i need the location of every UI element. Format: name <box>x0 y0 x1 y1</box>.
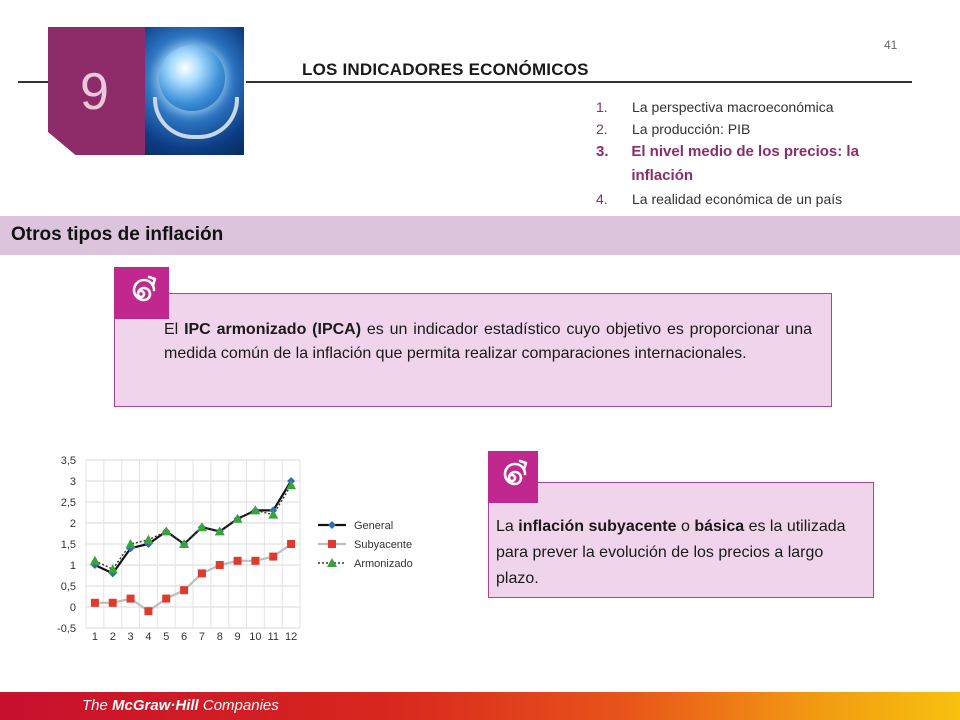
data-point-subyacente <box>108 598 117 607</box>
data-point-armonizado <box>268 509 279 519</box>
term-basica: básica <box>694 518 745 535</box>
x-tick-label: 2 <box>110 631 116 643</box>
x-tick-label: 3 <box>128 631 134 643</box>
data-point-subyacente <box>215 561 224 569</box>
toc-item[interactable]: 4. La realidad económica de un país <box>596 188 916 210</box>
x-tick-label: 9 <box>235 631 241 643</box>
toc-item-label: El nivel medio de los precios: la inflac… <box>631 143 859 184</box>
definition-tag <box>114 267 169 319</box>
y-tick-label: 1 <box>70 560 76 572</box>
toc-item-label: La realidad económica de un país <box>632 191 843 207</box>
chapter-title: LOS INDICADORES ECONÓMICOS <box>302 60 589 79</box>
toc-item-number: 1. <box>596 99 608 115</box>
definition-box-subyacente <box>488 482 874 598</box>
header-rule <box>246 81 912 83</box>
x-tick-label: 5 <box>163 631 169 643</box>
data-point-subyacente <box>269 552 278 561</box>
y-tick-label: 1,5 <box>61 539 76 551</box>
chapter-photo <box>145 27 244 155</box>
legend-label: Subyacente <box>354 539 412 551</box>
data-point-subyacente <box>233 556 242 565</box>
x-tick-label: 4 <box>145 631 151 643</box>
data-point-subyacente <box>287 540 296 548</box>
term-ipca: IPC armonizado (IPCA) <box>184 321 362 338</box>
data-point-armonizado <box>89 555 100 565</box>
stethoscope-image <box>153 97 239 139</box>
x-tick-label: 10 <box>249 631 261 643</box>
definition-box-ipca <box>114 293 832 407</box>
y-tick-label: 3,5 <box>61 455 76 467</box>
data-point-armonizado <box>161 526 172 536</box>
data-point-subyacente <box>197 569 206 578</box>
inflation-chart-svg: 3,532,521,510,50-0,51 2 3 4 5 6 7 8 9 10 11 12Gener… <box>57 455 413 643</box>
definition-tag <box>488 451 538 503</box>
footer-bar <box>0 692 960 720</box>
data-point-armonizado <box>179 539 190 548</box>
section-title: Otros tipos de inflación <box>11 224 224 245</box>
data-point-subyacente <box>162 594 171 603</box>
y-tick-label: 2 <box>70 518 76 530</box>
toc-item[interactable]: 2. La producción: PIB <box>596 118 916 140</box>
page-number: 41 <box>884 38 898 52</box>
x-tick-label: 6 <box>181 631 187 643</box>
section-band <box>0 216 960 255</box>
toc-item-active[interactable]: 3. El nivel medio de los precios: la infl… <box>596 140 916 188</box>
x-tick-label: 1 <box>92 631 98 643</box>
definition-text-subyacente: La inflación subyacente o básica es la u… <box>496 518 846 587</box>
toc-item-number: 3. <box>596 143 609 160</box>
data-point-armonizado <box>327 558 337 567</box>
data-point-armonizado <box>232 513 243 523</box>
x-tick-label: 8 <box>217 631 223 643</box>
data-point-armonizado <box>107 564 118 574</box>
y-tick-label: 3 <box>70 476 76 488</box>
data-point-armonizado <box>143 534 154 544</box>
data-point-subyacente <box>90 598 99 607</box>
data-point-armonizado <box>214 526 225 536</box>
y-tick-label: 2,5 <box>61 497 76 509</box>
table-of-contents: 1. La perspectiva macroeconómica 2. La pro… <box>596 96 916 210</box>
data-point-subyacente <box>144 607 153 616</box>
data-point-subyacente <box>180 586 189 595</box>
chapter-badge <box>48 27 146 155</box>
swirl-icon <box>132 275 157 302</box>
toc-item-label: La producción: PIB <box>632 121 751 137</box>
data-point-subyacente <box>251 556 260 565</box>
publisher-logo: The McGraw·Hill Companies <box>82 697 279 714</box>
data-point-armonizado <box>286 480 297 490</box>
toc-item-label: La perspectiva macroeconómica <box>632 99 834 115</box>
toc-item[interactable]: 1. La perspectiva macroeconómica <box>596 96 916 118</box>
definition-text-ipca: El IPC armonizado (IPCA) es un indicador… <box>164 321 813 362</box>
toc-item-number: 4. <box>596 191 608 207</box>
y-tick-label: 0 <box>70 602 76 614</box>
y-tick-label: -0,5 <box>57 623 76 635</box>
x-tick-label: 7 <box>199 631 205 643</box>
legend-label: Armonizado <box>354 558 413 570</box>
x-tick-label: 12 <box>285 631 297 643</box>
toc-item-number: 2. <box>596 121 608 137</box>
chapter-number: 9 <box>80 63 109 121</box>
x-tick-label: 11 <box>268 631 279 643</box>
header-rule <box>18 81 48 83</box>
inflation-chart: 3,5 3 2,5 2 1,5 1 0,5 0 -0,5 1 2 3 4 5 6 7 8 9 10 11 12 Gener… <box>30 448 430 644</box>
data-point-subyacente <box>328 540 336 548</box>
legend-label: General <box>354 520 393 532</box>
y-tick-label: 0,5 <box>61 581 76 593</box>
swirl-icon <box>503 459 528 486</box>
data-point-subyacente <box>126 594 135 603</box>
term-subyacente: inflación subyacente <box>518 518 677 535</box>
data-point-armonizado <box>196 522 207 532</box>
data-point-armonizado <box>250 505 261 515</box>
data-point-general <box>328 521 336 529</box>
data-point-armonizado <box>125 539 136 548</box>
